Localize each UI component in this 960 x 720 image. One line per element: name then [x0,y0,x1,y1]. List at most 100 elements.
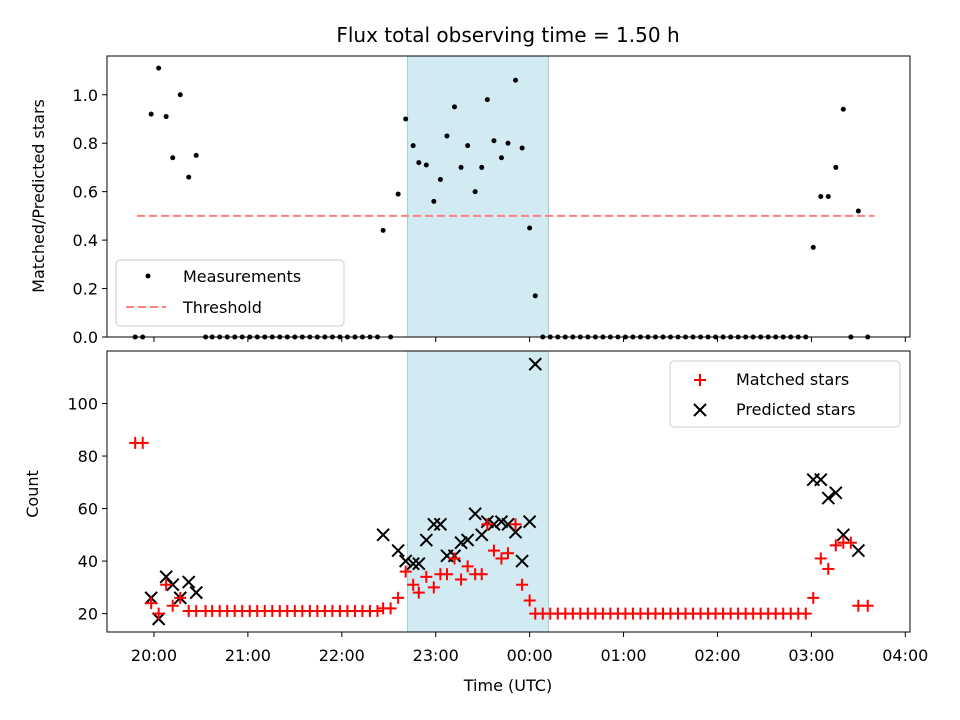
y-tick-label: 0.4 [73,231,98,250]
bottom-panel: 20 40 60 80 100 20:00 21:00 22:00 23:00 00:00 01:… [23,350,928,695]
predicted-star-point [433,517,448,532]
predicted-star-point [487,517,501,532]
matched-star-point [427,581,440,594]
measurement-point [403,116,409,122]
matched-star-point [412,586,425,599]
x-tick-label: 01:00 [600,646,646,665]
measurement-point [380,227,386,233]
measurement-point [451,104,457,110]
predicted-star-point [406,557,420,571]
measurement-point [825,194,831,199]
y-tick-label: 60 [78,500,98,519]
matched-star-point [861,599,874,612]
measurement-point [410,143,416,149]
measurement-point [498,155,504,161]
measurement-point [479,164,485,170]
predicted-star-point [468,507,482,521]
legend-marker-predicted [693,403,707,417]
predicted-star-point [419,533,434,547]
measurement-point [465,143,471,149]
matched-star-point [822,562,835,575]
measurement-point [491,138,497,144]
matched-star-point [509,518,522,531]
y-tick-label: 0.2 [73,280,98,299]
matched-star-point [174,591,187,604]
matched-star-point [392,591,405,604]
measurement-point [156,65,162,71]
x-tick-label: 00:00 [507,646,553,665]
measurement-point [395,191,401,197]
top-legend-box [115,259,345,327]
top-axes-frame [106,55,911,338]
predicted-star-point [515,554,529,568]
matched-star-point [145,597,158,610]
bottom-axes-frame [106,350,911,633]
predicted-star-point [412,557,426,571]
measurement-point [818,194,824,199]
x-axis-label: Time (UTC) [463,676,552,695]
x-tick-label: 20:00 [131,646,177,665]
measurement-point [148,111,154,117]
measurement-point [519,145,525,151]
predicted-star-point [522,514,537,529]
matched-star-point [160,578,173,591]
matched-star-point [152,607,165,620]
y-tick-label: 100 [67,395,98,414]
measurement-point [170,155,176,161]
matched-star-point [495,552,508,565]
matched-star-point [829,539,842,552]
predicted-star-point [475,528,489,542]
top-y-axis-ticks: 0.0 0.2 0.4 0.6 0.8 1.0 [73,86,107,347]
bottom-y-axis-label: Count [23,470,42,518]
matched-star-point [523,594,536,607]
predicted-star-point [166,578,180,592]
matched-star-point [814,552,827,565]
measurement-point [833,164,839,170]
x-tick-label: 23:00 [413,646,459,665]
measurement-point [458,164,464,170]
legend-marker-matched [694,374,706,386]
predicted-star-point [836,528,851,542]
legend-label-measurements: Measurements [183,267,301,286]
measurement-point [855,208,861,214]
matched-star-point [481,518,494,531]
bottom-highlight-span [407,350,549,633]
bottom-legend: Matched stars Predicted stars [669,360,901,428]
top-x-axis-ticks [153,337,906,342]
y-tick-label: 40 [78,552,98,571]
measurement-point [444,133,450,139]
y-tick-label: 0.6 [73,183,98,202]
measurement-point [532,293,538,299]
matched-star-point [136,436,149,449]
top-legend: Measurements Threshold [115,259,345,327]
y-tick-label: 1.0 [73,86,98,105]
matched-star-point [475,568,488,581]
x-tick-label: 22:00 [319,646,365,665]
measurement-point [193,152,199,158]
matched-star-point [407,578,420,591]
measurement-point [472,189,478,195]
predicted-star-point [851,543,866,558]
matched-star-point [516,578,529,591]
y-tick-label: 80 [78,447,98,466]
predicted-star-point [460,533,475,547]
matched-star-point [371,604,384,617]
predicted-star-point [821,491,835,505]
measurement-point [177,92,183,98]
matched-star-point [807,591,820,604]
matched-stars-points [129,436,874,620]
matched-star-point [384,602,397,615]
matched-star-point [166,599,179,612]
x-tick-label: 02:00 [694,646,740,665]
measurement-point [186,174,192,180]
matched-star-point [399,565,412,578]
predicted-star-point [182,575,196,589]
chart-title: Flux total observing time = 1.50 h [336,23,679,47]
measurement-point [484,97,490,103]
predicted-star-point [398,554,413,568]
top-y-axis-label: Matched/Predicted stars [29,99,48,293]
matched-star-point [455,573,468,586]
measurement-point [527,225,533,231]
measurement-point [513,77,519,83]
